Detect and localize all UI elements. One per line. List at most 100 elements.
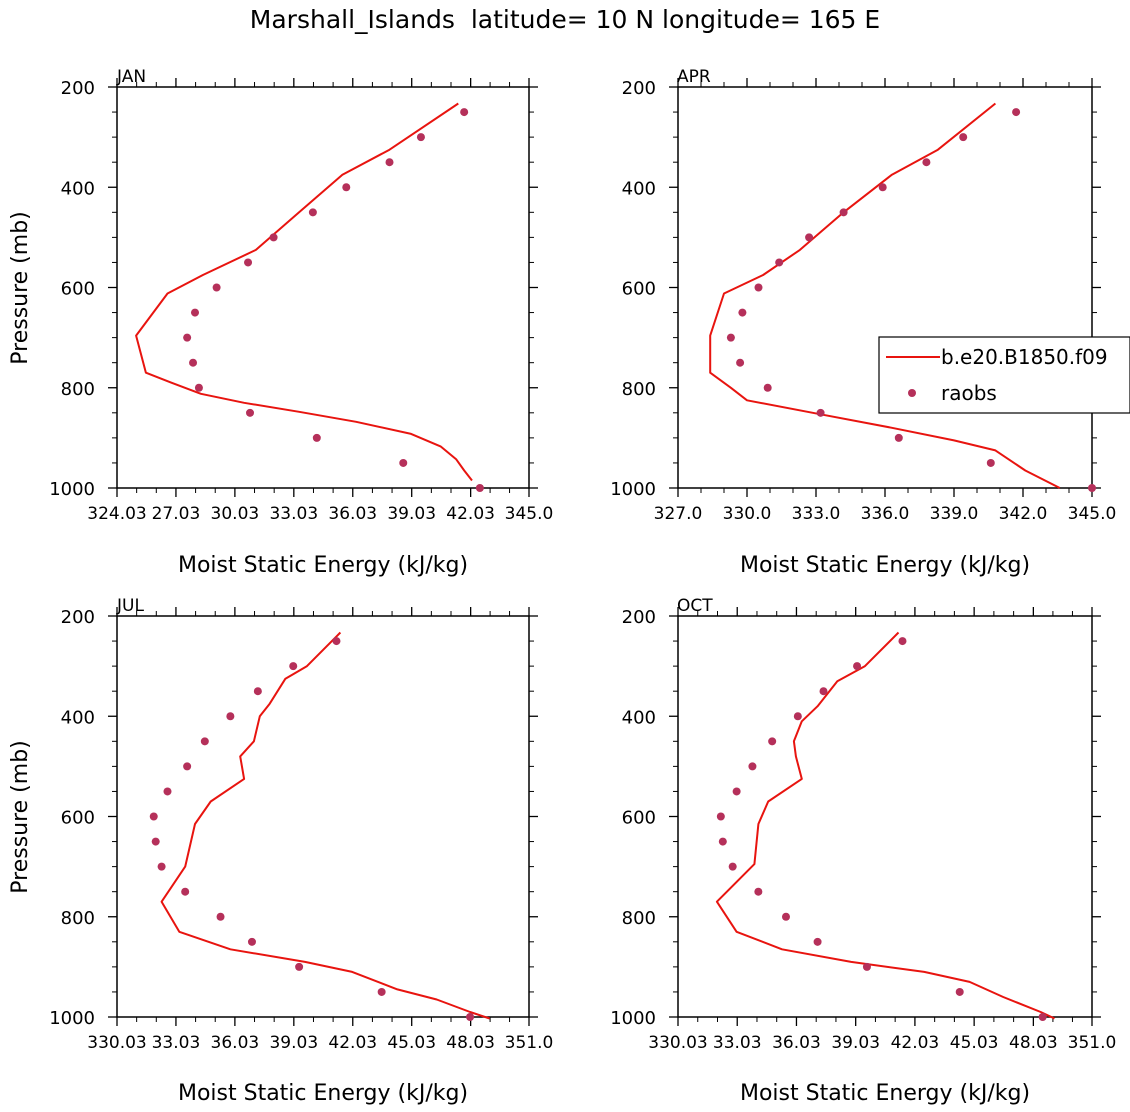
y-tick-label-jul: 1000: [49, 1008, 95, 1029]
obs-point-apr: [1088, 484, 1096, 492]
panel-jul: JUL Moist Static Energy (kJ/kg) Pressure…: [8, 596, 553, 1106]
obs-point-oct: [754, 887, 763, 896]
y-tick-label-jul: 600: [61, 808, 95, 829]
obs-point-apr: [763, 383, 772, 392]
obs-point-jan: [308, 208, 317, 217]
obs-point-jan: [460, 108, 469, 117]
x-tick-label-jul: 33.03: [152, 1033, 201, 1053]
obs-point-apr: [805, 233, 814, 242]
x-tick-label-jul: 351.0: [505, 1033, 554, 1053]
obs-point-apr: [738, 308, 747, 317]
x-tick-label-apr: 339.0: [930, 504, 979, 524]
y-axis-label-jul: Pressure (mb): [8, 740, 33, 894]
obs-point-oct: [793, 712, 802, 721]
obs-point-jan: [269, 233, 278, 242]
model-line-jan: [135, 102, 473, 482]
obs-point-oct: [768, 737, 777, 746]
panel-label-oct: OCT: [677, 596, 713, 616]
x-tick-label-jan: 345.0: [505, 504, 554, 524]
y-tick-label-jan: 1000: [49, 479, 95, 500]
obs-point-jan: [416, 133, 425, 142]
y-tick-label-oct: 600: [622, 808, 656, 829]
y-tick-label-oct: 1000: [610, 1008, 656, 1029]
obs-point-oct: [748, 762, 757, 771]
obs-point-jul: [253, 687, 262, 696]
x-tick-label-jan: 30.03: [211, 504, 260, 524]
obs-point-jul: [377, 987, 386, 996]
panel-label-jan: JAN: [116, 67, 146, 87]
x-tick-label-oct: 351.0: [1068, 1033, 1117, 1053]
obs-point-oct: [853, 662, 862, 671]
obs-point-jul: [181, 887, 190, 896]
panel-label-jul: JUL: [116, 596, 144, 616]
x-tick-label-apr: 345.0: [1068, 504, 1117, 524]
x-tick-label-apr: 330.0: [723, 504, 772, 524]
obs-point-oct: [781, 912, 790, 921]
obs-point-jan: [342, 183, 351, 192]
x-tick-label-jan: 39.03: [387, 504, 436, 524]
obs-point-apr: [878, 183, 887, 192]
y-tick-label-oct: 200: [622, 607, 656, 628]
x-tick-label-jul: 48.03: [446, 1033, 495, 1053]
plot-frame-oct: [677, 615, 1093, 1018]
x-tick-label-jul: 39.03: [269, 1033, 318, 1053]
x-tick-label-oct: 33.03: [713, 1033, 762, 1053]
x-tick-label-apr: 327.0: [654, 504, 703, 524]
model-line-apr: [709, 102, 1061, 489]
x-tick-label-jul: 45.03: [387, 1033, 436, 1053]
obs-point-oct: [813, 937, 822, 946]
obs-point-apr: [816, 408, 825, 417]
obs-point-jul: [247, 937, 256, 946]
y-tick-label-jan: 800: [61, 379, 95, 400]
obs-point-jul: [289, 662, 298, 671]
legend-box: [878, 336, 1130, 414]
obs-point-jan: [189, 358, 198, 367]
obs-point-apr: [1012, 108, 1021, 117]
obs-point-jul: [226, 712, 235, 721]
obs-point-apr: [754, 283, 763, 292]
obs-point-oct: [862, 962, 871, 971]
obs-point-oct: [732, 787, 741, 796]
obs-point-apr: [839, 208, 848, 217]
legend-obs-label: raobs: [941, 381, 997, 405]
obs-point-jul: [157, 862, 166, 871]
x-tick-label-jan: 27.03: [152, 504, 201, 524]
y-tick-label-jul: 400: [61, 707, 95, 728]
y-tick-label-oct: 800: [622, 908, 656, 929]
panel-label-apr: APR: [677, 67, 711, 87]
x-tick-label-apr: 342.0: [999, 504, 1048, 524]
x-tick-label-oct: 48.03: [1009, 1033, 1058, 1053]
obs-point-jan: [194, 383, 203, 392]
y-tick-label-jan: 600: [61, 279, 95, 300]
x-tick-label-oct: 330.03: [648, 1033, 707, 1053]
y-tick-label-jan: 400: [61, 178, 95, 199]
obs-point-jan: [246, 408, 255, 417]
obs-point-apr: [894, 433, 903, 442]
obs-point-apr: [726, 333, 735, 342]
legend-obs-marker: [908, 389, 916, 397]
obs-point-apr: [736, 358, 745, 367]
x-axis-label-oct: Moist Static Energy (kJ/kg): [740, 1081, 1030, 1106]
obs-point-jul: [151, 837, 160, 846]
x-tick-label-jul: 330.03: [87, 1033, 146, 1053]
legend: b.e20.B1850.f09 raobs: [878, 336, 1130, 414]
obs-point-oct: [898, 637, 907, 646]
x-tick-label-oct: 36.03: [772, 1033, 821, 1053]
x-tick-label-oct: 45.03: [950, 1033, 999, 1053]
plot-frame-apr: [677, 86, 1093, 489]
obs-point-oct: [718, 837, 727, 846]
x-axis-label-apr: Moist Static Energy (kJ/kg): [740, 553, 1030, 578]
model-line-jul: [160, 631, 491, 1020]
y-tick-label-apr: 200: [622, 78, 656, 99]
model-line-oct: [715, 631, 1055, 1020]
x-axis-label-jan: Moist Static Energy (kJ/kg): [178, 553, 468, 578]
obs-point-oct: [955, 987, 964, 996]
panel-jan: JAN Moist Static Energy (kJ/kg) Pressure…: [8, 67, 553, 578]
x-tick-label-jan: 36.03: [328, 504, 377, 524]
y-tick-label-jan: 200: [61, 78, 95, 99]
y-axis-label-jan: Pressure (mb): [8, 211, 33, 365]
y-tick-label-apr: 1000: [610, 479, 656, 500]
obs-point-jan: [385, 158, 394, 167]
obs-point-oct: [728, 862, 737, 871]
obs-point-jan: [190, 308, 199, 317]
